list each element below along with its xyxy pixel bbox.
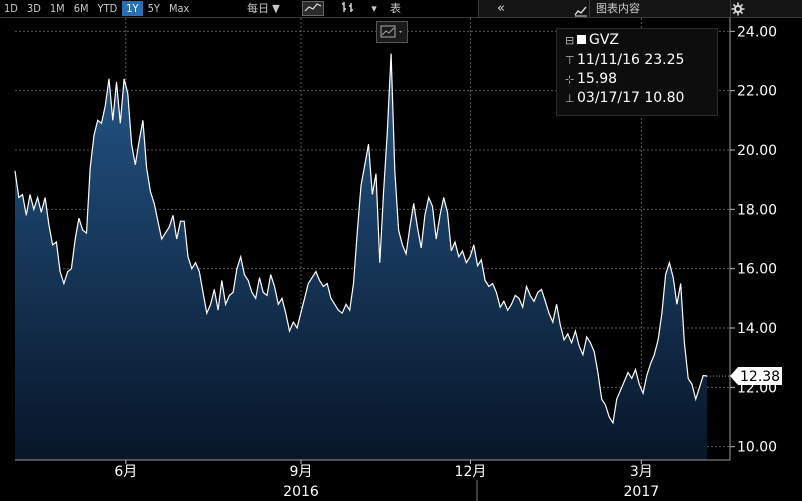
legend-low-row: ⊥ 03/17/17 10.80 [565, 90, 684, 106]
period-button-1d[interactable]: 1D [4, 2, 18, 15]
legend-avg-row: ⊹ 15.98 [565, 71, 617, 87]
series-line-gvz [14, 53, 708, 425]
low-marker-icon: ⊥ [565, 92, 575, 105]
chart-toolbar: 1D 3D 1M 6M YTD 1Y 5Y Max 每日 ▼ ▾ 表 « 图表内容 [0, 0, 802, 18]
y-tick-label: 20.00 [737, 143, 777, 159]
x-axis: 6月 9月 12月 3月 2016 2017 [15, 459, 730, 501]
period-button-5y[interactable]: 5Y [147, 2, 160, 15]
last-value-tag [730, 367, 782, 386]
y-tick-label: 16.00 [737, 262, 777, 278]
legend-high-value: 11/11/16 23.25 [577, 52, 685, 68]
collapse-icon[interactable]: « [497, 1, 505, 16]
collapse-panel: « [478, 0, 589, 17]
average-marker-icon: ⊹ [565, 73, 575, 86]
x-tick-label: 3月 [630, 464, 653, 480]
period-button-3d[interactable]: 3D [26, 2, 41, 15]
period-button-1y[interactable]: 1Y [122, 1, 143, 16]
x-tick-label: 9月 [290, 464, 313, 480]
period-button-1m[interactable]: 1M [49, 2, 65, 15]
period-selector: 1D 3D 1M 6M YTD 1Y 5Y Max [0, 0, 194, 17]
year-label: 2017 [624, 484, 660, 500]
legend-avg-value: 15.98 [577, 71, 618, 87]
line-chart-icon[interactable] [302, 1, 324, 16]
chart-content-panel[interactable]: 图表内容 [574, 0, 730, 17]
chart-legend: ⊟ GVZ ⊤ 11/11/16 23.25 ⊹ 15.98 ⊥ 03/17/17 10… [556, 28, 718, 116]
y-tick-label: 10.00 [737, 440, 777, 456]
last-value-marker: 12.38 [707, 367, 782, 386]
chart-content-icon [574, 2, 588, 21]
bar-chart-icon[interactable] [338, 1, 358, 16]
y-tick-label: 18.00 [737, 202, 777, 218]
table-button[interactable]: 表 [390, 2, 401, 15]
period-button-max[interactable]: Max [168, 2, 190, 15]
chart-overlay-button[interactable] [376, 21, 408, 43]
x-tick-label: 12月 [455, 464, 487, 480]
series-area-gvz [15, 53, 707, 460]
chart-content-label: 图表内容 [596, 2, 640, 15]
legend-high-row: ⊤ 11/11/16 23.25 [565, 52, 684, 68]
legend-ticker: GVZ [589, 32, 620, 48]
series-swatch [577, 35, 586, 44]
chart-type-dropdown-icon[interactable]: ▾ [371, 2, 377, 15]
legend-low-value: 03/17/17 10.80 [577, 90, 685, 106]
legend-title-row: ⊟ GVZ [565, 32, 619, 48]
high-marker-icon: ⊤ [565, 54, 575, 67]
x-tick-label: 6月 [114, 464, 137, 480]
y-tick-label: 22.00 [737, 84, 777, 100]
settings-panel [730, 0, 802, 17]
y-tick-label: 14.00 [737, 321, 777, 337]
collapse-box-icon[interactable]: ⊟ [565, 34, 575, 47]
period-button-ytd[interactable]: YTD [97, 2, 118, 15]
period-button-6m[interactable]: 6M [73, 2, 89, 15]
y-tick-label: 24.00 [737, 24, 777, 40]
frequency-dropdown[interactable]: 每日 ▼ [247, 2, 280, 15]
gear-icon[interactable] [731, 1, 745, 20]
last-value-label: 12.38 [740, 369, 780, 385]
year-label: 2016 [283, 484, 319, 500]
